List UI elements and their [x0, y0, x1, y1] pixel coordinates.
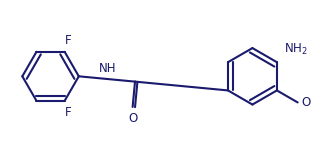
Text: O: O [128, 112, 137, 125]
Text: F: F [65, 106, 72, 119]
Text: O: O [301, 96, 311, 109]
Text: NH: NH [99, 62, 117, 75]
Text: NH$_2$: NH$_2$ [284, 42, 308, 57]
Text: F: F [65, 34, 72, 47]
